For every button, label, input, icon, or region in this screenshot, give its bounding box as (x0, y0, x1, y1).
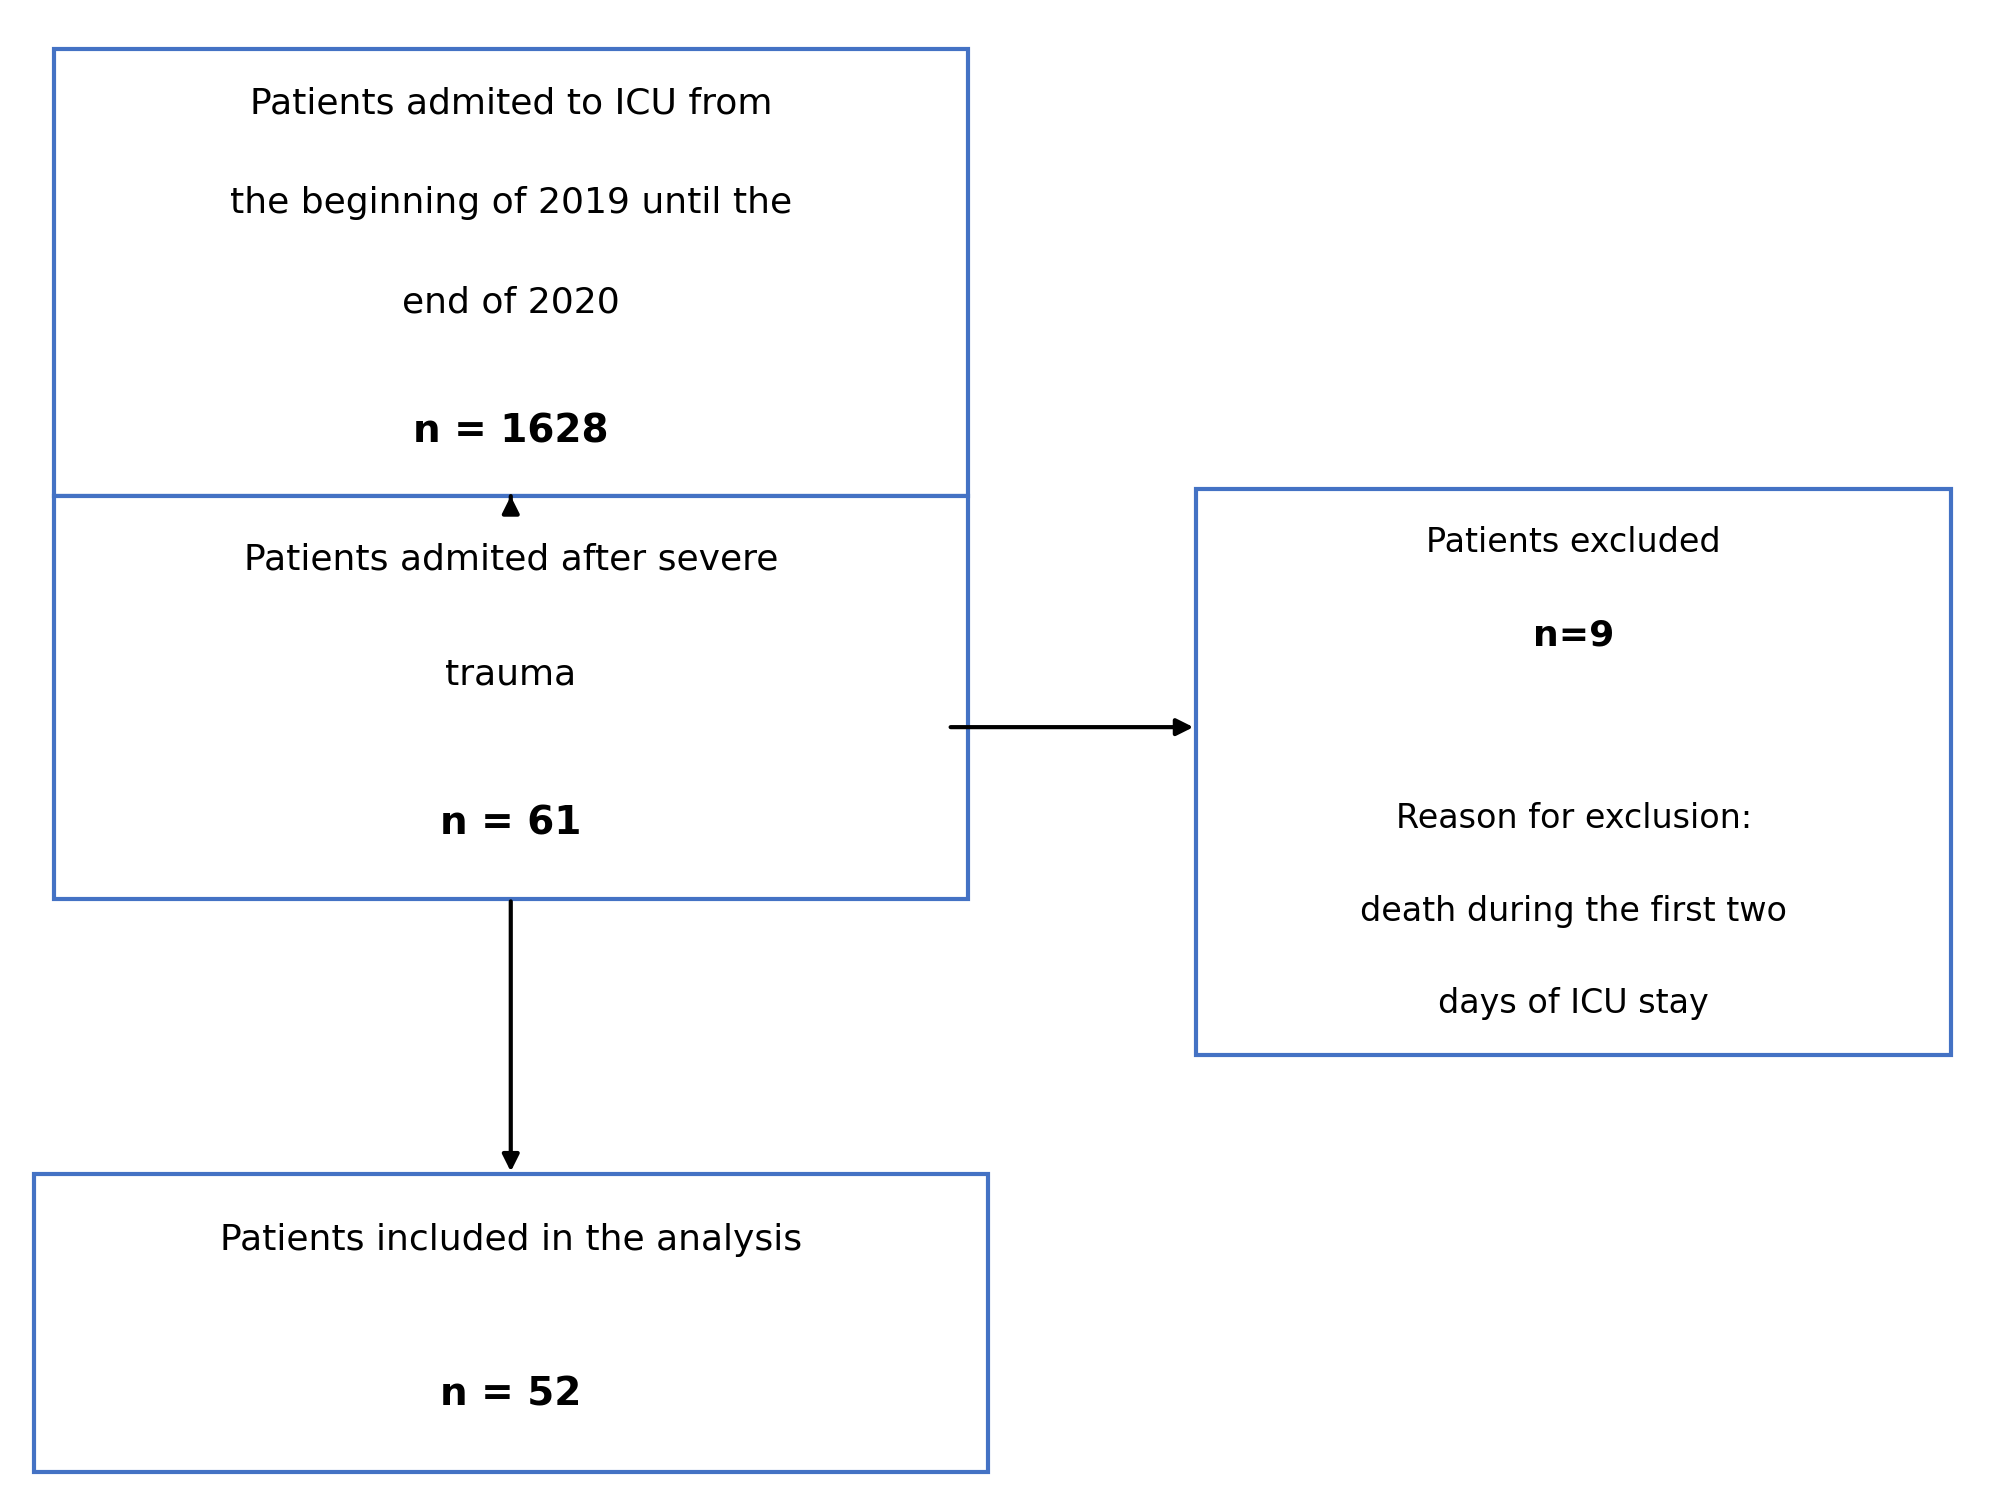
Text: end of 2020: end of 2020 (401, 285, 620, 319)
Text: Patients excluded: Patients excluded (1426, 526, 1722, 559)
Text: death during the first two: death during the first two (1361, 895, 1788, 928)
Text: n=9: n=9 (1532, 618, 1614, 652)
Text: n = 1628: n = 1628 (413, 412, 608, 451)
FancyBboxPatch shape (54, 496, 968, 898)
Text: Patients included in the analysis: Patients included in the analysis (219, 1223, 802, 1258)
Text: trauma: trauma (445, 658, 577, 691)
FancyBboxPatch shape (1197, 489, 1951, 1055)
FancyBboxPatch shape (34, 1174, 988, 1472)
FancyBboxPatch shape (54, 49, 968, 496)
Text: Patients admited to ICU from: Patients admited to ICU from (249, 87, 772, 120)
Text: days of ICU stay: days of ICU stay (1438, 986, 1710, 1019)
Text: Reason for exclusion:: Reason for exclusion: (1396, 802, 1752, 835)
Text: n = 52: n = 52 (441, 1376, 581, 1414)
Text: n = 61: n = 61 (441, 805, 581, 842)
Text: Patients admited after severe: Patients admited after severe (243, 543, 778, 576)
Text: the beginning of 2019 until the: the beginning of 2019 until the (229, 186, 792, 220)
